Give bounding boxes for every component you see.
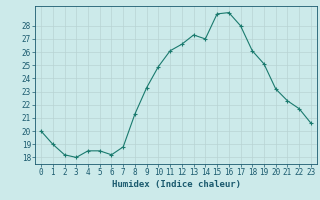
X-axis label: Humidex (Indice chaleur): Humidex (Indice chaleur) bbox=[111, 180, 241, 189]
